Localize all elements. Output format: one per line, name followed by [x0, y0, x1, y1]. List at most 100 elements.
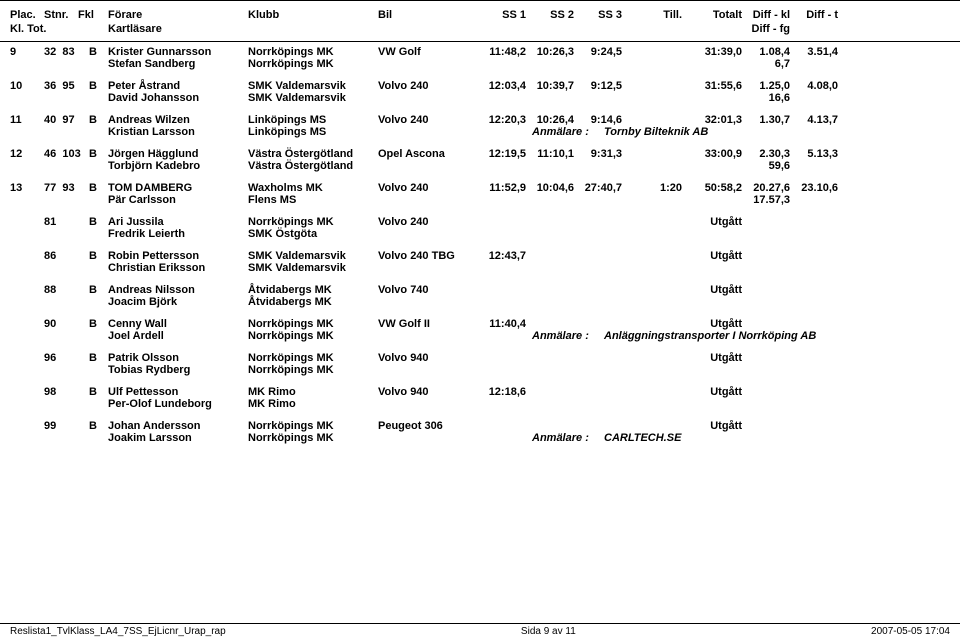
cell-ss3: [574, 250, 622, 262]
cell-till: [622, 80, 682, 92]
cell-ss2: [526, 250, 574, 262]
cell-diffkl: [742, 284, 790, 296]
cell-club: Norrköpings MK: [248, 216, 378, 228]
cell-ss1: 12:43,7: [478, 250, 526, 262]
cell-totalt: 33:00,9: [682, 148, 742, 160]
cell-car: VW Golf: [378, 46, 478, 58]
cell-ss2: 10:04,6: [526, 182, 574, 194]
col-fkl: Fkl: [78, 9, 108, 21]
cell-difffg: [742, 296, 790, 308]
table-subrow: Joacim BjörkÅtvidabergs MK: [0, 296, 960, 316]
cell-totalt: Utgått: [682, 352, 742, 364]
cell-car: Volvo 740: [378, 284, 478, 296]
cell-difft: [790, 284, 838, 296]
cell-ss1: 11:40,4: [478, 318, 526, 330]
cell-ss1: 12:03,4: [478, 80, 526, 92]
cell-totalt: 50:58,2: [682, 182, 742, 194]
cell-coclub: Norrköpings MK: [248, 330, 378, 342]
table-subrow: Torbjörn KadebroVästra Östergötland59,6: [0, 160, 960, 180]
cell-plac: 11: [10, 114, 44, 126]
cell-stnr: 98: [44, 386, 78, 398]
table-row: 88BAndreas NilssonÅtvidabergs MKVolvo 74…: [0, 282, 960, 296]
cell-fkl: B: [78, 420, 108, 432]
cell-difffg: 17.57,3: [742, 194, 790, 206]
cell-plac: 12: [10, 148, 44, 160]
cell-ss1: [478, 216, 526, 228]
cell-ss1: [478, 352, 526, 364]
cell-car: Volvo 940: [378, 352, 478, 364]
cell-difffg: [742, 364, 790, 376]
cell-stnr: 36 95: [44, 80, 78, 92]
cell-ss2: 11:10,1: [526, 148, 574, 160]
cell-diffkl: [742, 420, 790, 432]
table-subrow: David JohanssonSMK Valdemarsvik16,6: [0, 92, 960, 112]
cell-driver: Cenny Wall: [108, 318, 248, 330]
cell-till: [622, 284, 682, 296]
cell-codriver: Stefan Sandberg: [108, 58, 248, 70]
col-difffg: Diff - fg: [742, 23, 790, 35]
cell-club: SMK Valdemarsvik: [248, 250, 378, 262]
table-row: 86BRobin PetterssonSMK ValdemarsvikVolvo…: [0, 248, 960, 262]
cell-fkl: B: [78, 114, 108, 126]
cell-totalt: 31:55,6: [682, 80, 742, 92]
cell-stnr: 90: [44, 318, 78, 330]
cell-ss1: 12:19,5: [478, 148, 526, 160]
footer-left: Reslista1_TvlKlass_LA4_7SS_EjLicnr_Urap_…: [10, 626, 226, 637]
footer-center: Sida 9 av 11: [521, 626, 576, 637]
cell-car: Volvo 240: [378, 80, 478, 92]
cell-stnr: 99: [44, 420, 78, 432]
table-subrow: Christian ErikssonSMK Valdemarsvik: [0, 262, 960, 282]
cell-car: Volvo 240: [378, 216, 478, 228]
cell-diffkl: 20.27,6: [742, 182, 790, 194]
cell-plac: 9: [10, 46, 44, 58]
cell-codriver: David Johansson: [108, 92, 248, 104]
cell-plac: [10, 250, 44, 262]
col-kltot: Kl. Tot.: [10, 23, 78, 35]
cell-club: Norrköpings MK: [248, 352, 378, 364]
cell-totalt: 32:01,3: [682, 114, 742, 126]
table-subrow: Joel ArdellNorrköpings MKAnmälare :Anläg…: [0, 330, 960, 350]
cell-ss2: 10:26,3: [526, 46, 574, 58]
cell-ss3: [574, 386, 622, 398]
cell-driver: Andreas Wilzen: [108, 114, 248, 126]
cell-coclub: SMK Valdemarsvik: [248, 92, 378, 104]
col-ss1: SS 1: [478, 9, 526, 21]
table-row: 99BJohan AnderssonNorrköpings MKPeugeot …: [0, 418, 960, 432]
cell-totalt: Utgått: [682, 420, 742, 432]
anmalare-label: Anmälare :: [526, 330, 600, 342]
table-header-row-2: Kl. Tot. Kartläsare Diff - fg: [0, 23, 960, 41]
cell-club: Norrköpings MK: [248, 420, 378, 432]
cell-diffkl: [742, 250, 790, 262]
cell-coclub: MK Rimo: [248, 398, 378, 410]
cell-fkl: B: [78, 386, 108, 398]
anmalare-value: Tornby Bilteknik AB: [600, 126, 950, 138]
cell-ss3: [574, 420, 622, 432]
table-row: 932 83BKrister GunnarssonNorrköpings MKV…: [0, 44, 960, 58]
table-subrow: Tobias RydbergNorrköpings MK: [0, 364, 960, 384]
cell-codriver: Torbjörn Kadebro: [108, 160, 248, 172]
cell-plac: [10, 352, 44, 364]
cell-till: [622, 386, 682, 398]
cell-ss3: 9:14,6: [574, 114, 622, 126]
cell-difft: [790, 216, 838, 228]
cell-coclub: Flens MS: [248, 194, 378, 206]
col-klubb: Klubb: [248, 9, 378, 21]
table-row: 1036 95BPeter ÅstrandSMK ValdemarsvikVol…: [0, 78, 960, 92]
table-subrow: Pär CarlssonFlens MS17.57,3: [0, 194, 960, 214]
table-row: 96BPatrik OlssonNorrköpings MKVolvo 940U…: [0, 350, 960, 364]
cell-ss3: 9:12,5: [574, 80, 622, 92]
cell-driver: Ari Jussila: [108, 216, 248, 228]
cell-ss3: [574, 284, 622, 296]
cell-totalt: Utgått: [682, 386, 742, 398]
cell-ss2: [526, 420, 574, 432]
cell-difft: 23.10,6: [790, 182, 838, 194]
cell-club: Norrköpings MK: [248, 318, 378, 330]
cell-diffkl: [742, 386, 790, 398]
cell-ss3: [574, 352, 622, 364]
cell-ss3: [574, 216, 622, 228]
cell-stnr: 32 83: [44, 46, 78, 58]
col-totalt: Totalt: [682, 9, 742, 21]
col-plac: Plac.: [10, 9, 44, 21]
cell-car: Volvo 240 TBG: [378, 250, 478, 262]
cell-car: Opel Ascona: [378, 148, 478, 160]
